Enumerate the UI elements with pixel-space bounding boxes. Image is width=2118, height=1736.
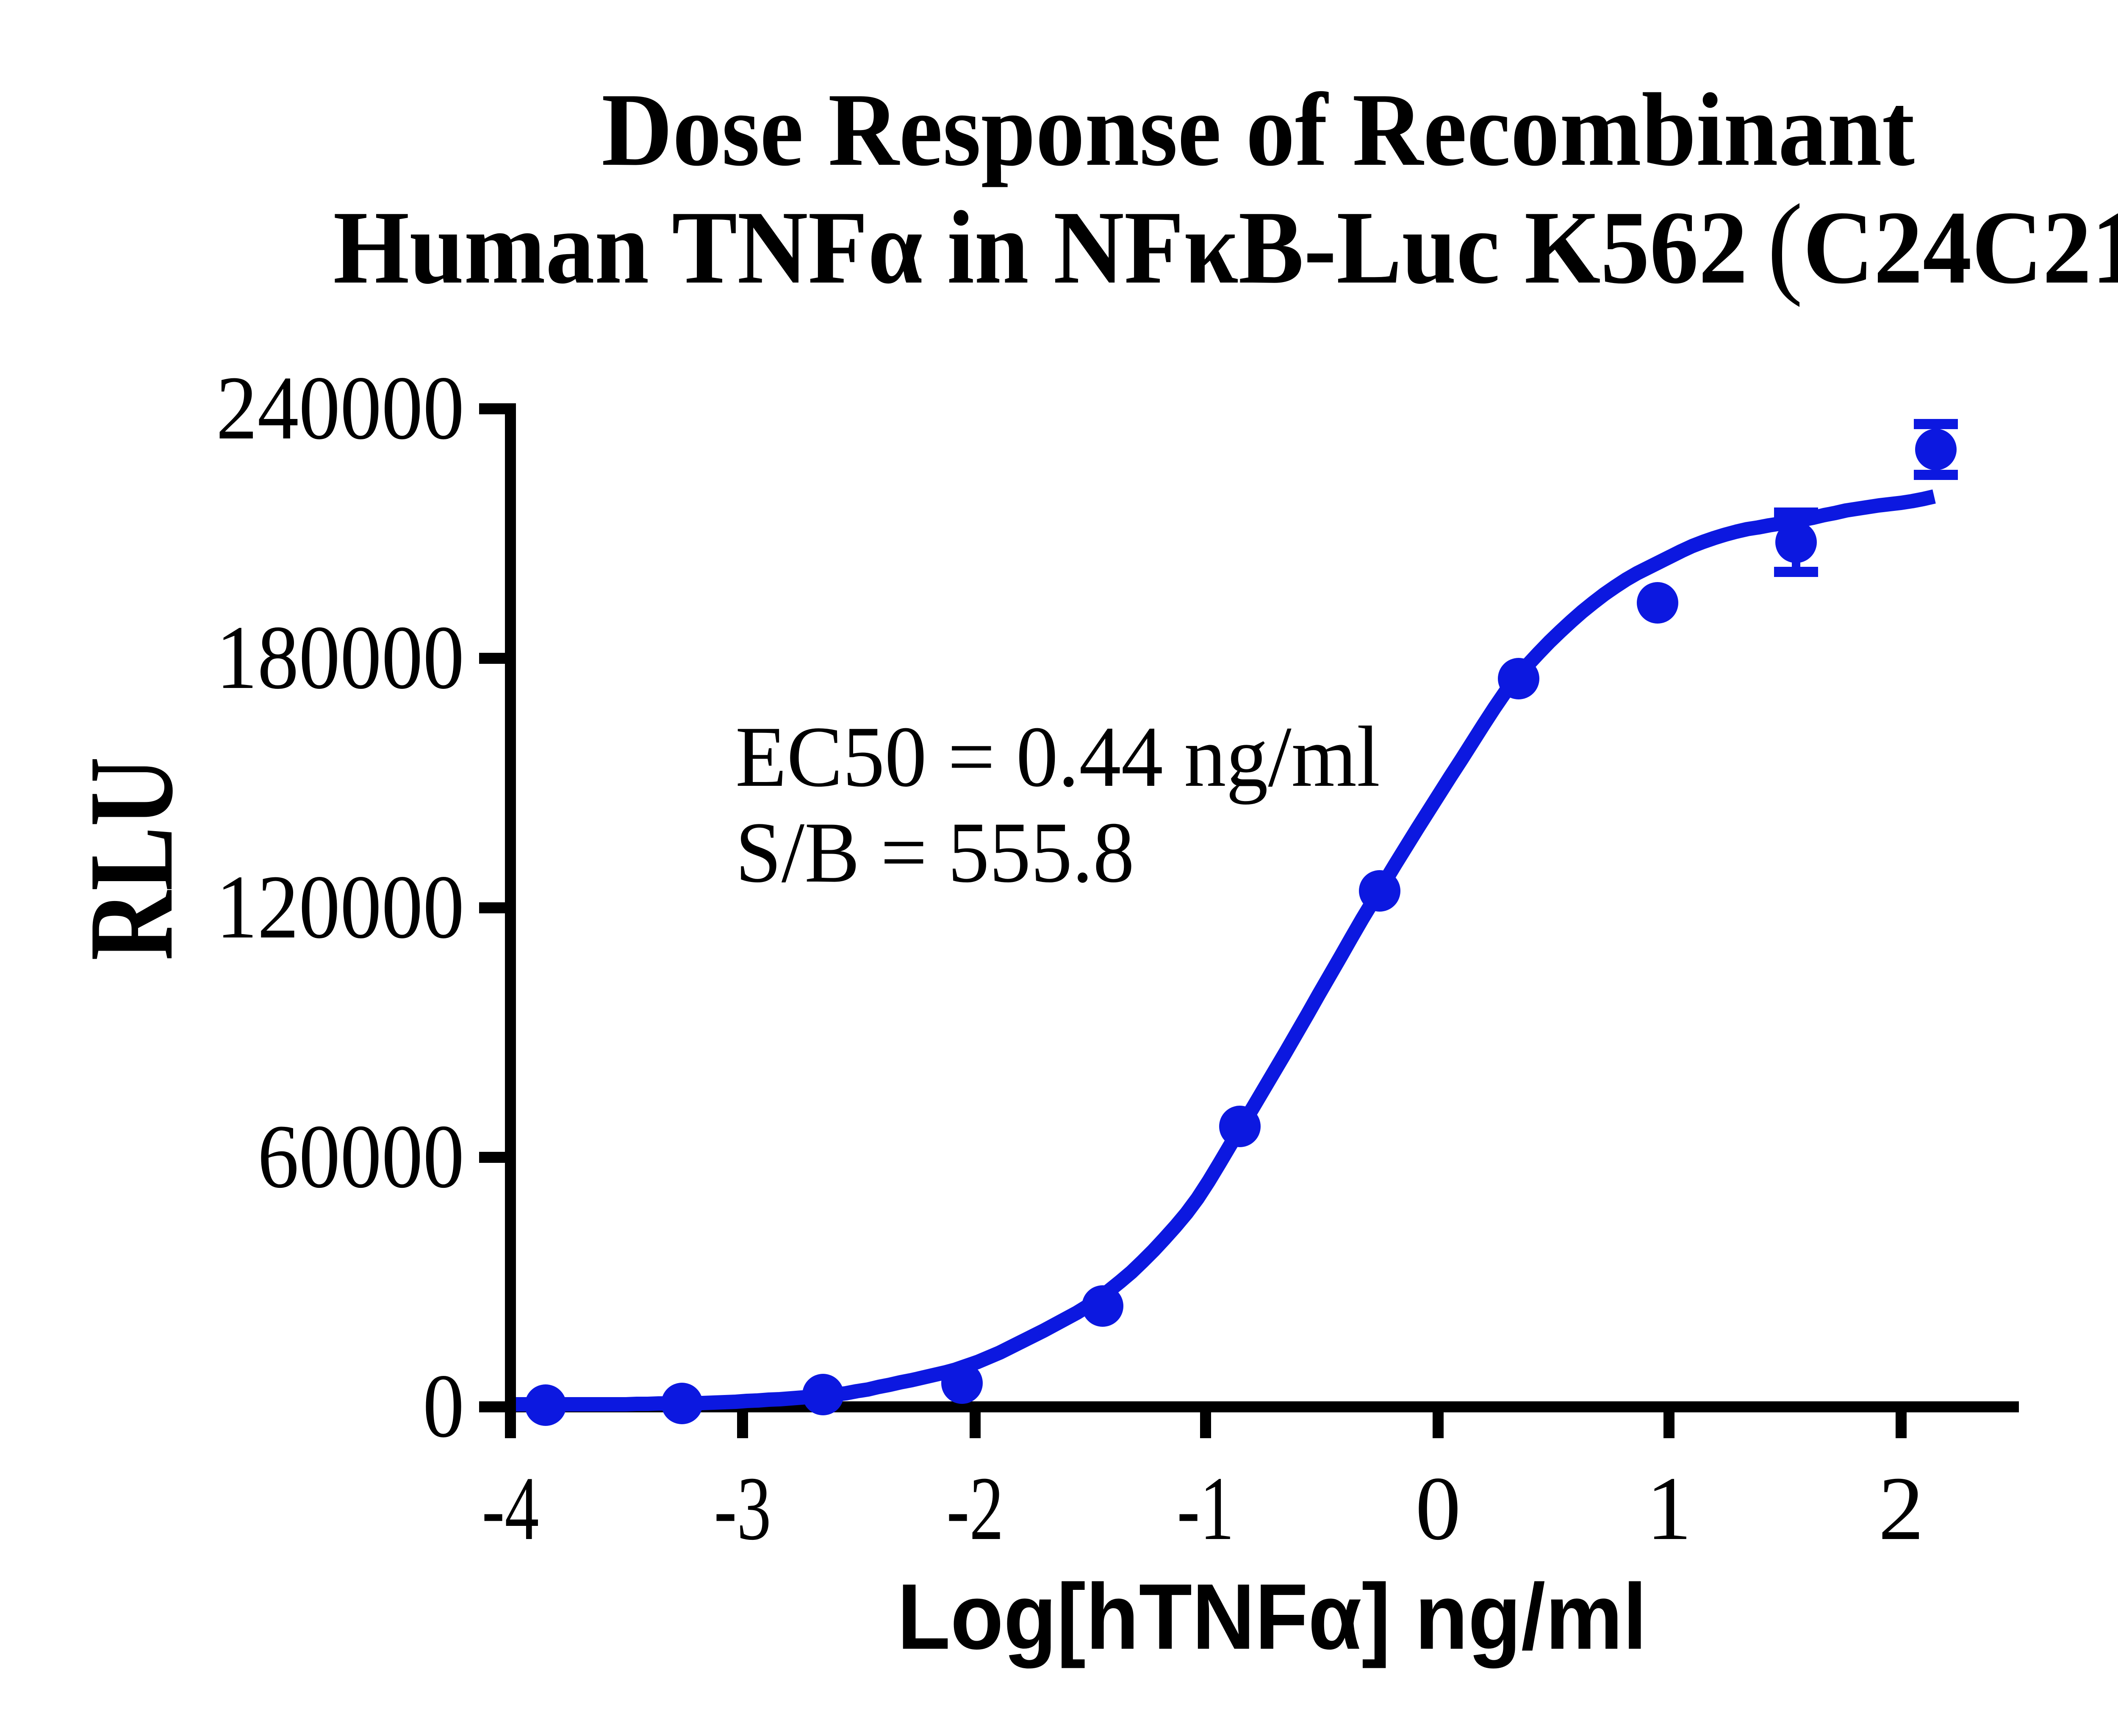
svg-text:-3: -3 xyxy=(714,1458,771,1559)
svg-text:60000: 60000 xyxy=(258,1106,464,1207)
svg-text:EC50 = 0.44 ng/ml: EC50 = 0.44 ng/ml xyxy=(735,709,1380,805)
svg-text:-4: -4 xyxy=(482,1458,539,1559)
svg-text:180000: 180000 xyxy=(216,607,464,708)
svg-text:-2: -2 xyxy=(947,1458,1004,1559)
svg-text:240000: 240000 xyxy=(216,357,464,458)
svg-text:RLU: RLU xyxy=(64,757,198,961)
svg-text:Human TNFα in NFκB-Luc K562 (C: Human TNFα in NFκB-Luc K562 (C24C21) xyxy=(333,181,2118,308)
svg-text:Dose Response of Recombinant: Dose Response of Recombinant xyxy=(602,72,1915,188)
svg-text:S/B = 555.8: S/B = 555.8 xyxy=(735,804,1134,901)
svg-text:2: 2 xyxy=(1878,1458,1924,1559)
svg-text:120000: 120000 xyxy=(216,856,464,957)
svg-text:1: 1 xyxy=(1646,1458,1692,1559)
svg-text:0: 0 xyxy=(423,1355,464,1456)
svg-text:Log[hTNFα] ng/ml: Log[hTNFα] ng/ml xyxy=(897,1564,1647,1669)
svg-text:0: 0 xyxy=(1415,1458,1461,1559)
svg-text:-1: -1 xyxy=(1177,1458,1234,1559)
